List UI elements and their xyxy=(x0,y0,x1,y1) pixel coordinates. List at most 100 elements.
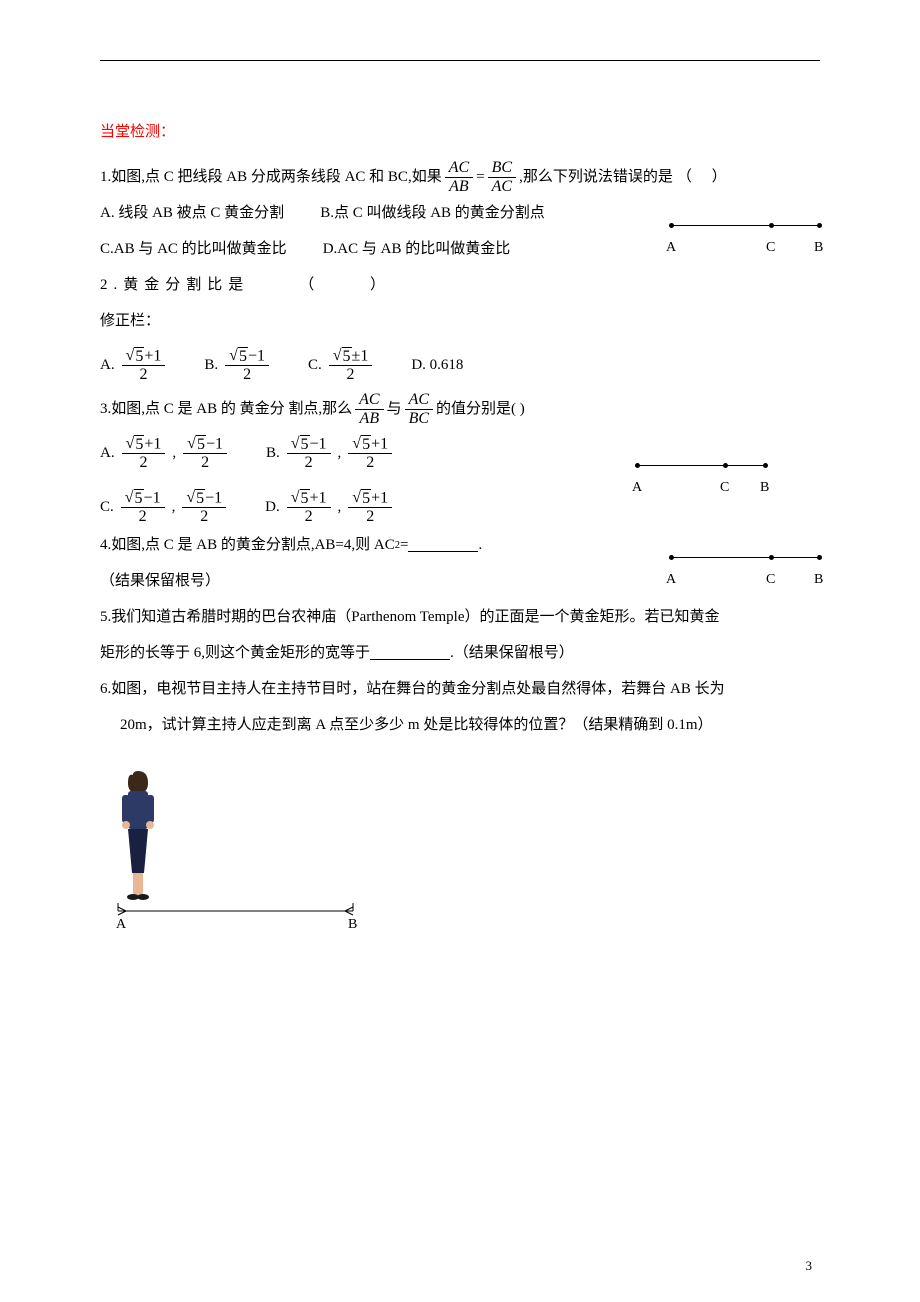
q1-line1: 1.如图,点 C 把线段 AB 分成两条线段 AC 和 BC,如果 AC AB … xyxy=(100,159,825,195)
sqrt-icon: 5 xyxy=(352,489,371,508)
den: 2 xyxy=(301,508,317,526)
q1-eq: = xyxy=(476,159,484,195)
q2-optB-label: B. xyxy=(204,347,218,383)
s: −1 xyxy=(206,435,223,452)
q1-frac2-num: BC xyxy=(488,159,516,178)
q2-optC-num: 5±1 xyxy=(329,347,373,367)
num: 5−1 xyxy=(121,489,165,509)
q1-frac1-num: AC xyxy=(445,159,473,178)
question-5: 5.我们知道古希腊时期的巴台农神庙（Parthenom Temple）的正面是一… xyxy=(100,599,825,671)
q3-frac1-den: AB xyxy=(356,410,384,428)
num: 5+1 xyxy=(348,489,392,509)
label-B: B xyxy=(760,471,769,505)
q1-frac1: AC AB xyxy=(445,159,473,195)
q4-note-text: （结果保留根号） xyxy=(100,563,220,599)
q3-post: 的值分别是( ) xyxy=(436,391,525,427)
sqrt-icon: 5 xyxy=(186,489,205,508)
den: 2 xyxy=(362,454,378,472)
sqrt-icon: 5 xyxy=(126,347,145,366)
q1-optC: C.AB 与 AC 的比叫做黄金比 xyxy=(100,231,287,267)
q3-optB-label: B. xyxy=(266,435,280,471)
q6-line2: 20m，试计算主持人应走到离 A 点至少多少 m 处是比较得体的位置？（结果精确… xyxy=(100,707,825,743)
host-icon xyxy=(122,771,154,900)
q5-blank xyxy=(370,646,450,660)
label-A: A xyxy=(666,563,676,597)
pm1: ±1 xyxy=(352,347,369,364)
q2-optC-frac: 5±1 2 xyxy=(329,347,373,384)
s: −1 xyxy=(144,489,161,506)
q1-post: ,那么下列说法错误的是 xyxy=(519,159,673,195)
q4-eq: = xyxy=(400,527,408,563)
q1-optA: A. 线段 AB 被点 C 黄金分割 xyxy=(100,195,284,231)
dot-B xyxy=(817,555,822,560)
den: 2 xyxy=(301,454,317,472)
question-4: 4.如图,点 C 是 AB 的黄金分割点,AB=4,则 AC2=. A C B … xyxy=(100,527,825,599)
page: 当堂检测： 1.如图,点 C 把线段 AB 分成两条线段 AC 和 BC,如果 … xyxy=(0,0,920,1302)
den: 2 xyxy=(196,508,212,526)
q5-line1: 5.我们知道古希腊时期的巴台农神庙（Parthenom Temple）的正面是一… xyxy=(100,599,825,635)
q3-frac2: AC BC xyxy=(405,391,433,427)
label-B: B xyxy=(814,563,823,597)
minus1: −1 xyxy=(248,347,265,364)
sqrt-icon: 5 xyxy=(291,435,310,454)
sqrt-icon: 5 xyxy=(333,347,352,366)
sqrt-icon: 5 xyxy=(352,435,371,454)
comma: , xyxy=(172,435,176,471)
sqrt-icon: 5 xyxy=(291,489,310,508)
q1-segment-diagram: A C B xyxy=(669,207,819,243)
q6-line1-text: 6.如图，电视节目主持人在主持节目时，站在舞台的黄金分割点处最自然得体，若舞台 … xyxy=(100,671,725,707)
q2-optA-label: A. xyxy=(100,347,115,383)
num: 5+1 xyxy=(348,435,392,455)
q5-line1-text: 5.我们知道古希腊时期的巴台农神庙（Parthenom Temple）的正面是一… xyxy=(100,599,720,635)
sqrt-icon: 5 xyxy=(125,489,144,508)
q5-line2: 矩形的长等于 6,则这个黄金矩形的宽等于.（结果保留根号） xyxy=(100,635,825,671)
num: 5−1 xyxy=(287,435,331,455)
q3-options-row1: A. 5+1 2 , 5−1 2 B. 5−1 2 , 5 xyxy=(100,433,825,473)
q3-segment-diagram: A C B xyxy=(635,447,765,483)
q2-optA-frac: 5+1 2 xyxy=(122,347,166,384)
q2-options: A. 5+1 2 B. 5−1 2 C. 5±1 2 xyxy=(100,345,825,385)
comma: , xyxy=(338,489,342,525)
dot-C xyxy=(723,463,728,468)
label-C: C xyxy=(720,471,729,505)
question-1: 1.如图,点 C 把线段 AB 分成两条线段 AC 和 BC,如果 AC AB … xyxy=(100,159,825,267)
q3-optD: D. 5+1 2 , 5+1 2 xyxy=(265,489,395,526)
q4-pre: 4.如图,点 C 是 AB 的黄金分割点,AB=4,则 AC xyxy=(100,527,395,563)
q1-optB: B.点 C 叫做线段 AB 的黄金分割点 xyxy=(320,195,545,231)
label-C: C xyxy=(766,563,775,597)
q2-correction: 修正栏： xyxy=(100,303,825,339)
q3-frac2-num: AC xyxy=(405,391,433,410)
dot-A xyxy=(635,463,640,468)
q3-frac2-den: BC xyxy=(405,410,433,428)
q3-optB: B. 5−1 2 , 5+1 2 xyxy=(266,435,395,472)
num: 5−1 xyxy=(182,489,226,509)
q3-optC: C. 5−1 2 , 5−1 2 xyxy=(100,489,229,526)
den: 2 xyxy=(136,454,152,472)
q1-frac2-den: AC xyxy=(488,178,516,196)
s: +1 xyxy=(371,489,388,506)
label-A: A xyxy=(632,471,642,505)
q2-optA-den: 2 xyxy=(136,366,152,384)
num: 5+1 xyxy=(287,489,331,509)
segment-line: A C B xyxy=(669,557,819,558)
q1-frac2: BC AC xyxy=(488,159,516,195)
comma: , xyxy=(338,435,342,471)
q1-pre: 1.如图,点 C 把线段 AB 分成两条线段 AC 和 BC,如果 xyxy=(100,159,442,195)
label-A: A xyxy=(666,231,676,265)
plus1: +1 xyxy=(144,347,161,364)
q2-optB: B. 5−1 2 xyxy=(204,347,272,384)
label-C: C xyxy=(766,231,775,265)
q3-optC-label: C. xyxy=(100,489,114,525)
q3-optD-f2: 5+1 2 xyxy=(348,489,392,526)
q1-paren: （ ） xyxy=(677,159,735,195)
dot-C xyxy=(769,223,774,228)
den: 2 xyxy=(135,508,151,526)
tv-host-diagram: A B xyxy=(108,763,358,943)
dot-C xyxy=(769,555,774,560)
q6-figure: A B xyxy=(108,763,825,957)
q2-line1: 2.黄金分割比是 （ ） xyxy=(100,267,825,303)
label-A: A xyxy=(116,917,127,932)
segment-line: A C B xyxy=(669,225,819,226)
page-top-rule xyxy=(100,60,820,61)
q2-corr: 修正栏： xyxy=(100,303,160,339)
